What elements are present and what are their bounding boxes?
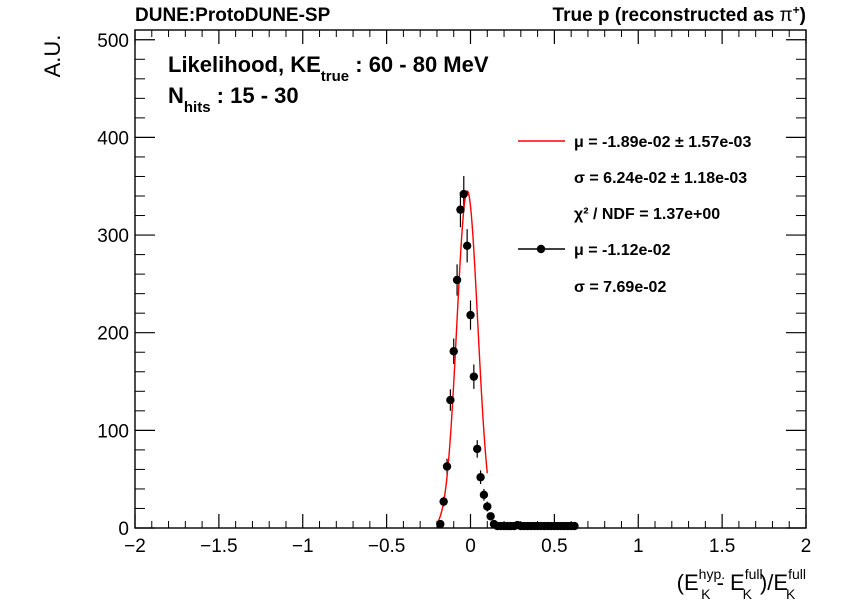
x-tick-label: 0 (465, 536, 476, 557)
y-axis-label: A.U. (40, 35, 65, 78)
legend-fit-chi2: χ² / NDF = 1.37e+00 (574, 206, 720, 223)
data-point (483, 502, 492, 511)
data-point (442, 462, 452, 471)
x-axis-label: (Ehyp. K - Efull K)/Efull K (677, 566, 806, 602)
data-point (456, 205, 465, 214)
y-tick-label: 0 (118, 519, 129, 540)
legend-fit-sigma: σ = 6.24e-02 ± 1.18e-03 (574, 170, 747, 187)
x-tick-label: 0.5 (541, 536, 567, 557)
data-point (439, 497, 448, 506)
data-point (459, 189, 468, 199)
data-point (449, 347, 458, 356)
data-point (462, 241, 472, 250)
data-point (476, 473, 485, 482)
data-point (452, 275, 462, 285)
x-tick-labels: −2 −1.5 −1 −0.5 0 0.5 1 1.5 2 (124, 536, 811, 557)
annotation-line1: Likelihood, KEtrue : 60 - 80 MeV (168, 52, 489, 85)
y-tick-label: 500 (97, 31, 129, 52)
gaussian-fit-curve (436, 190, 488, 524)
data-point (436, 519, 445, 529)
data-point (486, 512, 495, 521)
y-tick-label: 200 (97, 324, 129, 345)
x-tick-label: 2 (801, 536, 812, 557)
x-tick-label: −1 (292, 536, 314, 557)
legend-fit-mu: μ = -1.89e-02 ± 1.57e-03 (574, 134, 751, 151)
error-bars (439, 175, 576, 528)
annotation-line2: Nhits : 15 - 30 (168, 83, 299, 116)
data-point (570, 521, 579, 531)
x-tick-label: 1.5 (709, 536, 735, 557)
data-points (436, 189, 579, 531)
x-tick-label: −1.5 (200, 536, 238, 557)
axis-ticks (134, 30, 807, 529)
experiment-label: DUNE:ProtoDUNE-SP (135, 5, 331, 26)
x-tick-label: −0.5 (368, 536, 406, 557)
legend-data-sigma: σ = 7.69e-02 (574, 279, 666, 296)
sample-label: True p (reconstructed as π+) (553, 3, 806, 26)
data-point (446, 395, 455, 405)
x-tick-label: 1 (633, 536, 644, 557)
data-point (473, 444, 482, 454)
legend-data-mu: μ = -1.12e-02 (574, 242, 671, 259)
data-point (466, 310, 475, 320)
data-point (479, 490, 489, 499)
y-tick-label: 400 (97, 128, 129, 149)
y-tick-label: 100 (97, 421, 129, 442)
data-point (469, 372, 479, 381)
legend: μ = -1.89e-02 ± 1.57e-03 σ = 6.24e-02 ± … (518, 134, 751, 296)
x-tick-label: −2 (124, 536, 146, 557)
legend-data-marker (536, 244, 546, 254)
y-tick-label: 300 (97, 226, 129, 247)
y-tick-labels: 0 100 200 300 400 500 (97, 31, 129, 540)
